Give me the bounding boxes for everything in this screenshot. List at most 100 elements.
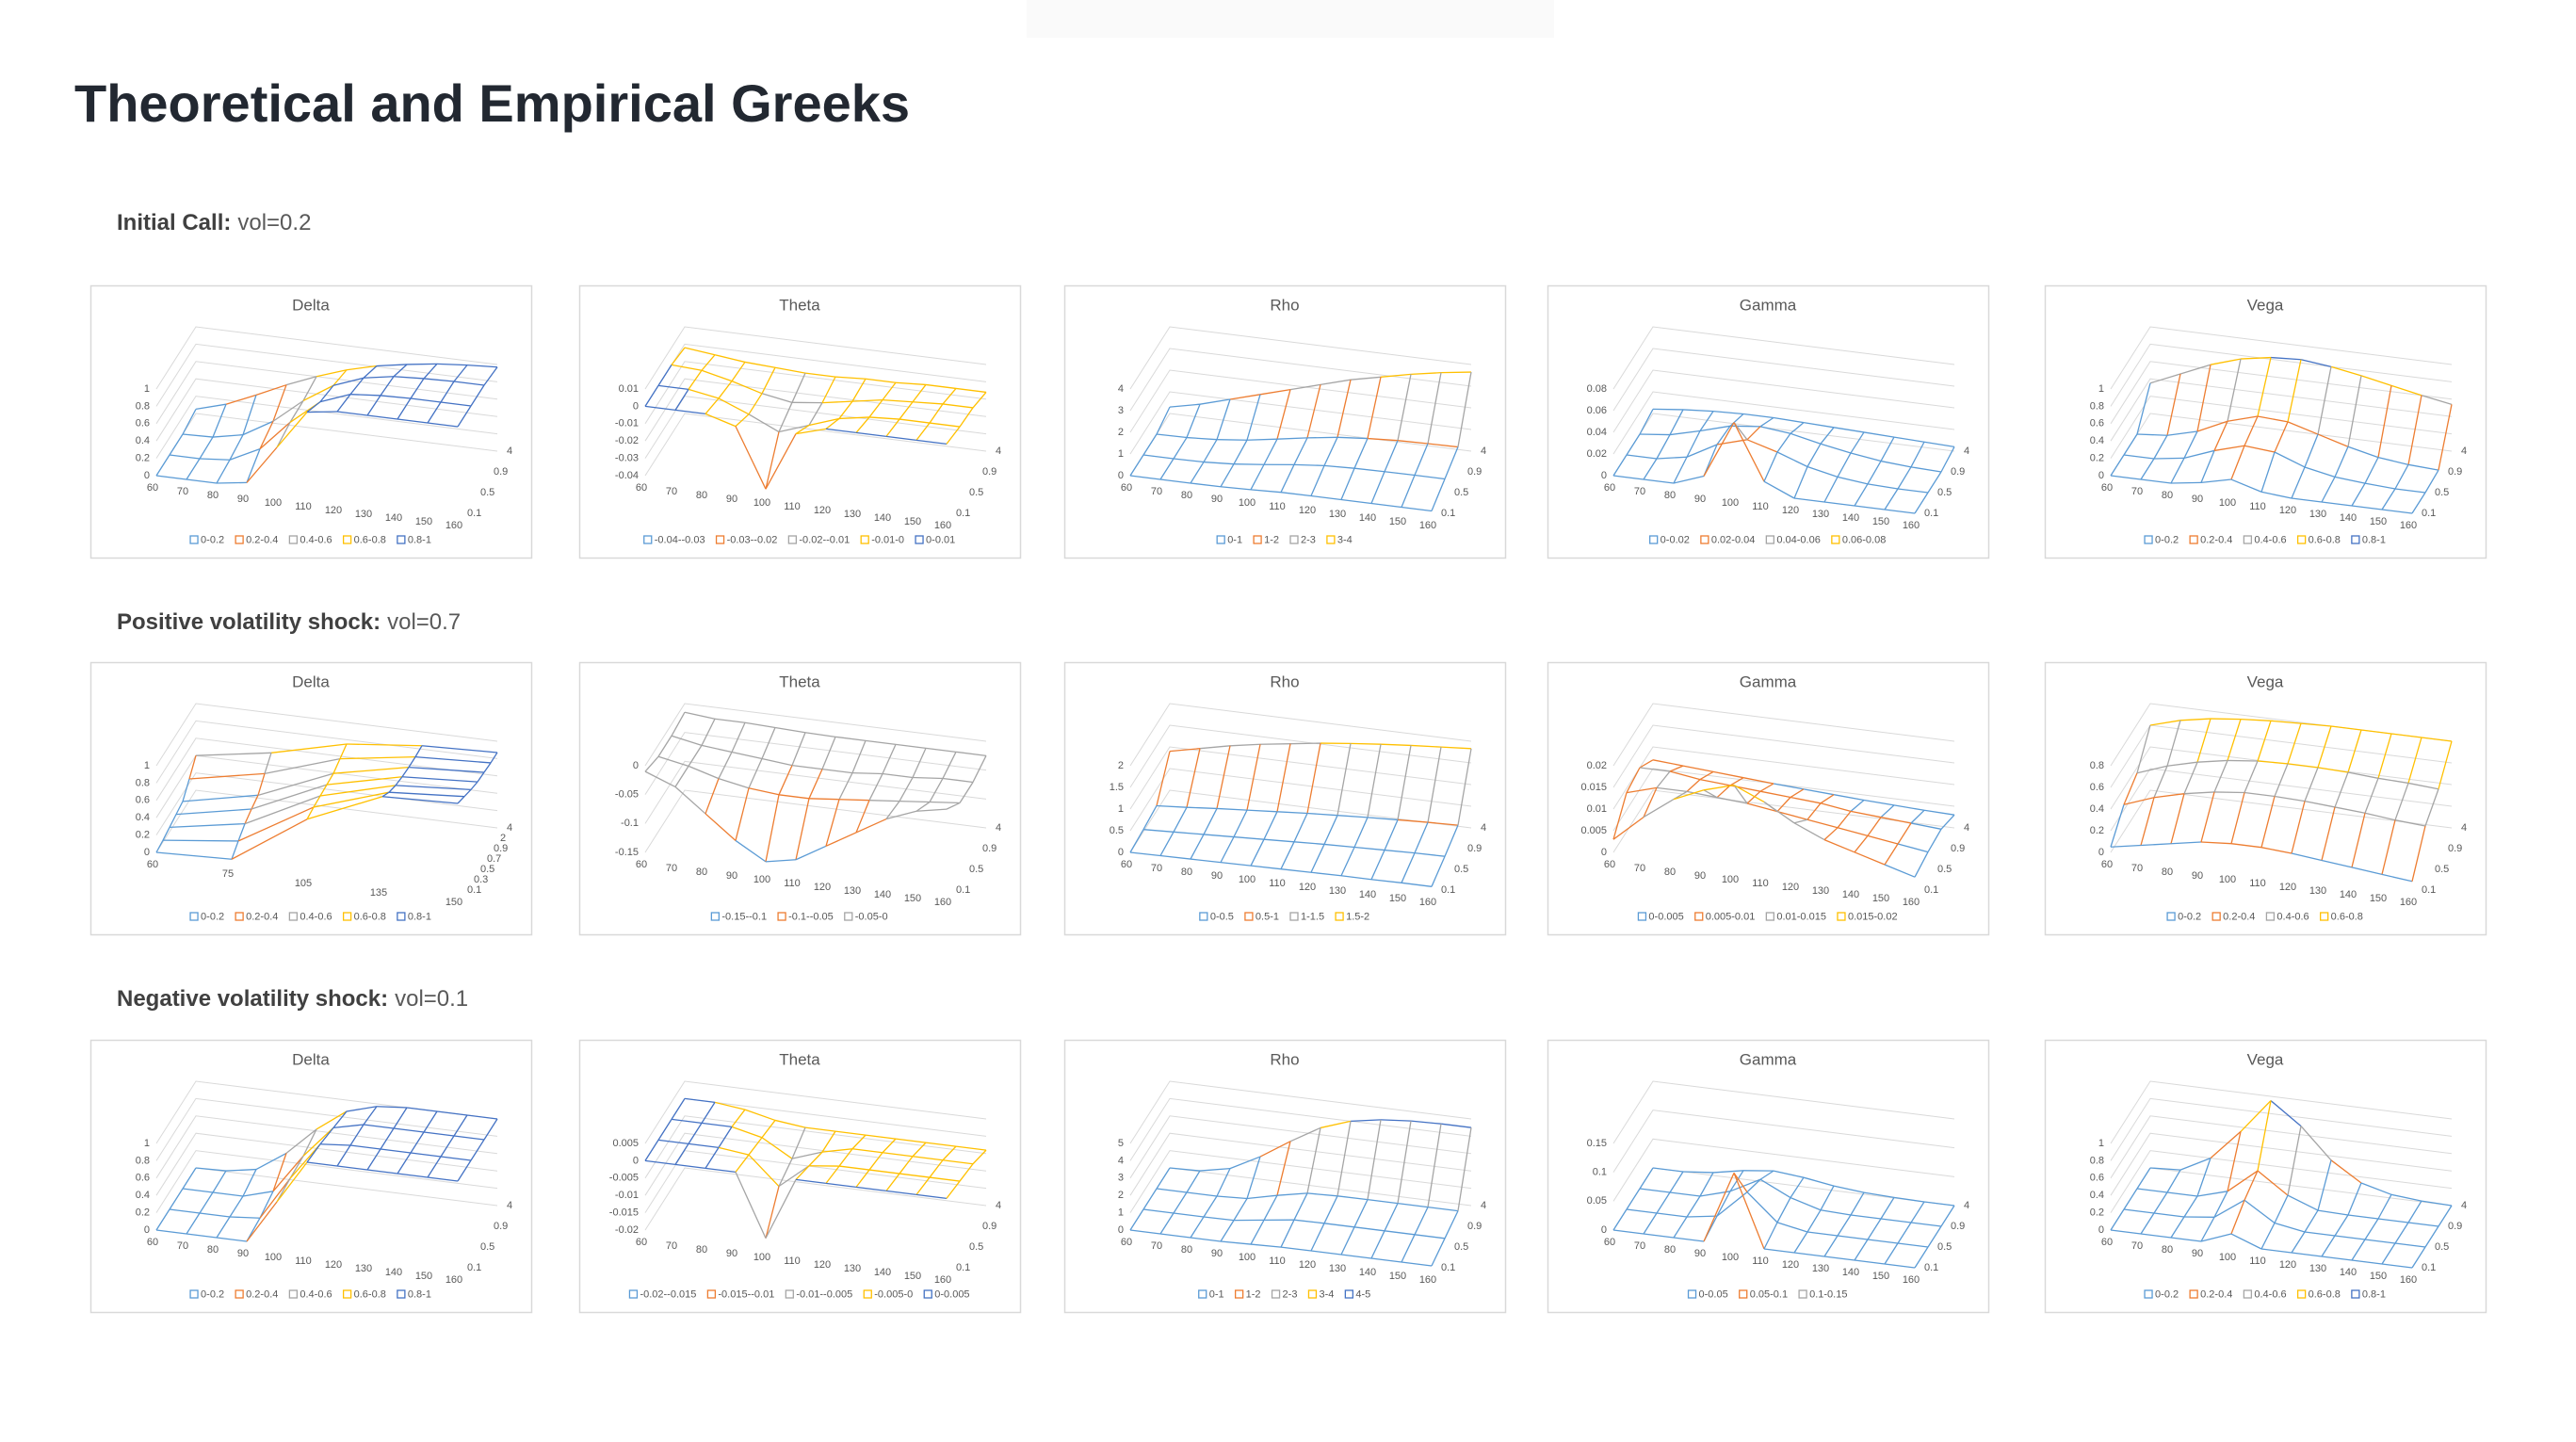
surface-line <box>1397 1121 1412 1204</box>
surface-line <box>2149 720 2181 726</box>
legend-item: -0.01--0.005 <box>785 1288 852 1300</box>
surface-line <box>735 1172 767 1239</box>
depth-tick-label: 0.5 <box>480 1241 494 1253</box>
legend-label: 0.6-0.8 <box>2331 911 2363 922</box>
x-tick-label: 130 <box>844 1263 861 1274</box>
surface-line <box>671 711 686 737</box>
surface-line <box>1759 783 1774 792</box>
surface-line <box>306 1161 338 1167</box>
surface-line <box>1353 1226 1385 1232</box>
surface-line <box>778 402 793 432</box>
legend-label: 0.015-0.02 <box>1848 911 1898 922</box>
panel-frame <box>1063 1039 1507 1314</box>
surface-line <box>1340 467 1355 500</box>
surface-line <box>778 1165 810 1188</box>
legend-item: 0.6-0.8 <box>342 534 386 545</box>
surface-line <box>1793 818 1808 824</box>
section-label: Negative volatility shock: <box>117 986 388 1012</box>
panel-frame <box>1063 661 1507 936</box>
legend-item: 0.8-1 <box>397 911 431 922</box>
surface-line <box>2170 793 2185 844</box>
legend-swatch <box>1831 535 1840 544</box>
surface-line <box>2210 358 2242 365</box>
surface-line <box>289 1156 304 1179</box>
surface-line <box>2304 801 2336 808</box>
x-tick-label: 60 <box>147 859 158 870</box>
surface-line <box>289 400 304 423</box>
legend-label: 0.6-0.8 <box>2309 534 2341 545</box>
z-tick-label: 0 <box>633 400 639 412</box>
surface-line <box>1803 788 1835 796</box>
x-tick-label: 90 <box>726 870 737 882</box>
x-tick-label: 135 <box>370 887 387 899</box>
legend-label: 0.8-1 <box>2362 1288 2386 1300</box>
surface-line <box>868 1169 900 1175</box>
z-tick-label: 3 <box>1118 405 1124 416</box>
surface-line <box>169 1188 184 1210</box>
surface-line <box>1626 454 1658 460</box>
surface-line <box>778 765 793 796</box>
x-tick-label: 70 <box>2131 486 2143 497</box>
surface-line <box>186 1233 218 1239</box>
surface-line <box>1626 786 1658 794</box>
surface-line <box>1190 858 1222 864</box>
surface-line <box>1923 441 1955 448</box>
surface-line <box>182 794 259 802</box>
x-tick-label: 140 <box>1842 512 1859 524</box>
depth-tick-label: 0.5 <box>2435 864 2449 875</box>
surface-line <box>346 1106 378 1112</box>
surface-line <box>264 757 341 774</box>
legend-swatch <box>397 535 406 544</box>
surface-line <box>1320 1120 1352 1129</box>
surface-line <box>2200 478 2232 484</box>
surface-line <box>2240 718 2272 721</box>
grid-line <box>1129 746 1472 810</box>
surface-line <box>761 1120 776 1139</box>
surface-line <box>2136 765 2168 774</box>
surface-line <box>2110 804 2125 848</box>
x-tick-label: 120 <box>1782 505 1799 516</box>
legend-item: 0.2-0.4 <box>235 534 278 545</box>
surface-line <box>1703 422 1735 477</box>
surface-line <box>2321 501 2353 507</box>
surface-line <box>644 385 659 407</box>
legend-item: 1-2 <box>1253 534 1279 545</box>
surface-line <box>1897 466 1912 490</box>
legend-item: 0.2-0.4 <box>2189 1288 2232 1300</box>
legend-label: 0.8-1 <box>408 534 431 545</box>
grid-line <box>1612 1080 1955 1144</box>
surface-line <box>1823 838 1855 853</box>
surface-line <box>186 458 201 480</box>
surface-line <box>1643 799 1675 818</box>
legend-swatch <box>235 535 244 544</box>
surface-line <box>2166 373 2181 436</box>
surface-line <box>1169 748 1201 753</box>
surface-line <box>1863 431 1895 438</box>
surface-line <box>2287 359 2302 423</box>
x-tick-label: 150 <box>904 893 921 904</box>
legend-item: 0-0.2 <box>189 534 224 545</box>
z-tick-label: -0.04 <box>615 470 639 481</box>
z-tick-label: 0.05 <box>1587 1195 1607 1207</box>
surface-line <box>470 781 478 790</box>
surface-line <box>671 1118 703 1125</box>
surface-line <box>2240 356 2272 360</box>
surface-line <box>2321 1235 2336 1257</box>
z-tick-label: 0.02 <box>1587 760 1607 771</box>
surface-line <box>1733 785 1765 802</box>
legend-swatch <box>2189 1289 2198 1299</box>
legend-item: -0.04--0.03 <box>643 534 705 545</box>
grid-line <box>644 378 987 442</box>
surface-line <box>1323 815 1338 845</box>
surface-line <box>731 380 763 395</box>
surface-line <box>1340 498 1372 505</box>
surface-line <box>714 354 746 364</box>
surface-line <box>1820 427 1835 445</box>
surface-line <box>1410 372 1442 376</box>
grid-line <box>155 343 498 407</box>
surface-line <box>332 369 348 386</box>
surface-line <box>1686 1195 1701 1218</box>
surface-line <box>1880 1218 1912 1223</box>
surface-line <box>795 845 827 861</box>
